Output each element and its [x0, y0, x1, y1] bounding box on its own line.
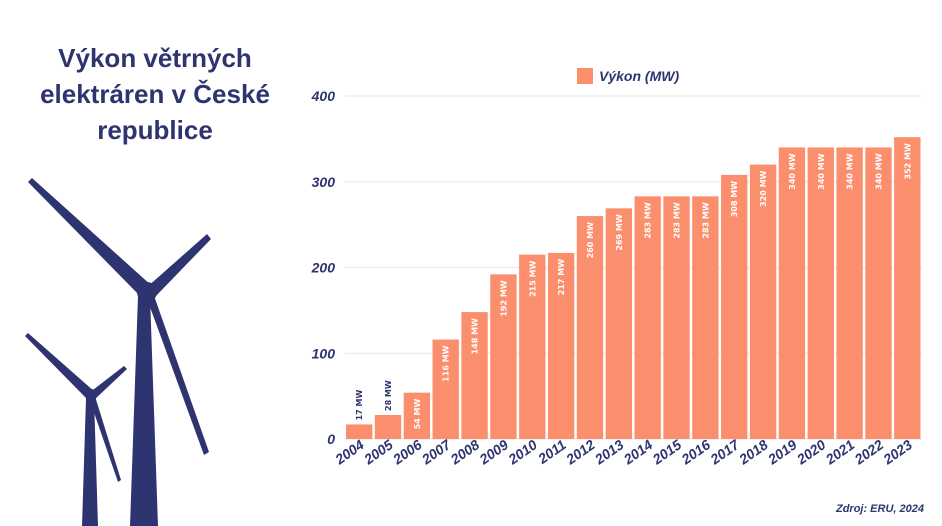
bar	[461, 312, 488, 439]
y-tick-label: 400	[311, 88, 336, 104]
bar	[807, 147, 834, 439]
x-tick-label: 2018	[735, 436, 771, 468]
data-label: 260 MW	[586, 222, 595, 258]
data-label: 192 MW	[499, 280, 508, 316]
bar	[547, 252, 575, 439]
bar	[836, 147, 863, 439]
x-tick-label: 2015	[649, 436, 685, 468]
data-label: 283 MW	[701, 202, 710, 238]
x-tick-label: 2005	[360, 436, 396, 468]
x-tick-label: 2008	[447, 436, 483, 468]
bar	[721, 174, 748, 439]
x-tick-label: 2013	[591, 436, 627, 468]
bar	[490, 274, 517, 439]
x-tick-label: 2019	[764, 436, 800, 468]
bar	[346, 424, 373, 439]
bar	[432, 339, 459, 439]
chart-title: Výkon větrných elektráren v České republ…	[40, 43, 270, 145]
y-tick-label: 200	[311, 260, 336, 276]
x-tick-label: 2023	[880, 436, 916, 468]
data-label: 283 MW	[673, 202, 682, 238]
x-tick-label: 2022	[851, 436, 887, 468]
data-label: 148 MW	[471, 318, 480, 354]
x-tick-label: 2006	[389, 436, 425, 468]
data-label: 340 MW	[788, 153, 797, 189]
y-tick-label: 100	[312, 345, 336, 361]
x-tick-label: 2021	[822, 436, 858, 468]
legend-label: Výkon (MW)	[599, 68, 679, 84]
wind-turbine-small-icon	[25, 333, 127, 526]
x-tick-label: 2012	[562, 436, 598, 468]
data-label: 352 MW	[903, 143, 912, 179]
x-tick-label: 2020	[793, 436, 829, 468]
bar	[374, 414, 402, 439]
source-note: Zdroj: ERU, 2024	[835, 503, 924, 515]
x-tick-label: 2016	[678, 436, 714, 468]
bar	[576, 216, 604, 439]
data-label: 116 MW	[442, 345, 451, 381]
data-label: 340 MW	[817, 153, 826, 189]
data-label: 54 MW	[413, 399, 422, 430]
x-tick-label: 2014	[620, 436, 656, 468]
x-tick-label: 2009	[476, 436, 512, 468]
bar	[692, 196, 719, 439]
x-tick-label: 2004	[331, 436, 367, 468]
x-tick-label: 2007	[418, 436, 455, 468]
bar	[519, 254, 546, 439]
data-label: 28 MW	[384, 380, 393, 411]
wind-turbine-large-icon	[28, 178, 211, 526]
data-label: 17 MW	[355, 390, 364, 421]
x-tick-label: 2010	[504, 436, 540, 468]
data-label: 340 MW	[874, 153, 883, 189]
bar	[634, 196, 661, 439]
data-label: 269 MW	[615, 214, 624, 250]
data-label: 215 MW	[528, 260, 537, 296]
bar	[778, 147, 806, 439]
data-label: 283 MW	[644, 202, 653, 238]
bar	[865, 147, 892, 439]
data-label: 217 MW	[557, 259, 566, 295]
bar	[605, 208, 632, 439]
data-label: 320 MW	[759, 170, 768, 206]
y-tick-label: 300	[312, 174, 336, 190]
legend-swatch	[577, 68, 593, 84]
x-tick-label: 2011	[534, 436, 569, 467]
bar	[403, 392, 431, 439]
bar	[663, 196, 690, 439]
bar	[894, 137, 921, 439]
data-label: 340 MW	[846, 153, 855, 189]
x-tick-label: 2017	[706, 436, 743, 468]
data-label: 308 MW	[730, 181, 739, 217]
bar	[749, 164, 777, 439]
y-tick-label: 0	[327, 431, 335, 447]
